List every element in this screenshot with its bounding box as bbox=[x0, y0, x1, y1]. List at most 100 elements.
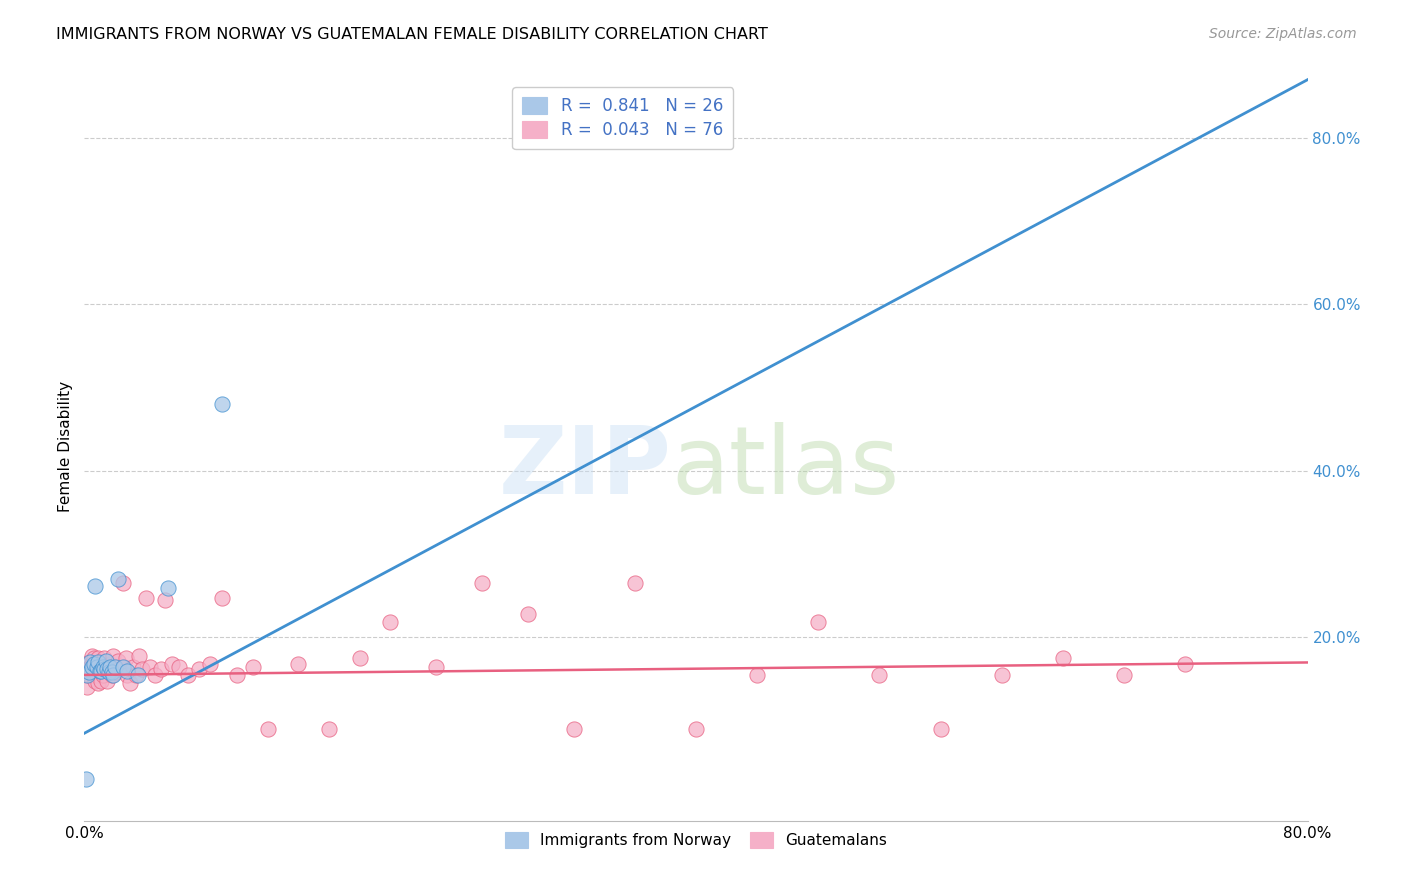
Point bbox=[84, 673, 107, 688]
Point bbox=[991, 668, 1014, 682]
Point bbox=[122, 659, 145, 673]
Point bbox=[747, 668, 769, 682]
Point bbox=[93, 651, 115, 665]
Point bbox=[128, 648, 150, 663]
Point bbox=[149, 662, 172, 676]
Point bbox=[103, 668, 125, 682]
Point bbox=[87, 656, 110, 670]
Point bbox=[1114, 668, 1136, 682]
Point bbox=[425, 659, 447, 673]
Point bbox=[83, 668, 105, 682]
Point bbox=[93, 662, 115, 676]
Point bbox=[177, 668, 200, 682]
Point bbox=[929, 722, 952, 736]
Point bbox=[87, 676, 110, 690]
Point bbox=[104, 659, 127, 673]
Point bbox=[91, 659, 114, 673]
Point bbox=[90, 673, 112, 688]
Point bbox=[380, 615, 402, 630]
Point bbox=[96, 662, 118, 676]
Point bbox=[97, 665, 120, 680]
Point bbox=[104, 659, 127, 673]
Point bbox=[77, 668, 100, 682]
Point bbox=[1174, 657, 1197, 672]
Point bbox=[318, 722, 340, 736]
Point bbox=[83, 651, 105, 665]
Point bbox=[115, 664, 138, 678]
Point bbox=[111, 576, 134, 591]
Point bbox=[107, 572, 129, 586]
Point bbox=[103, 648, 125, 663]
Point bbox=[84, 579, 107, 593]
Point bbox=[84, 662, 107, 676]
Point bbox=[112, 659, 135, 673]
Point bbox=[97, 662, 120, 676]
Point bbox=[90, 664, 112, 678]
Point bbox=[98, 659, 121, 673]
Point bbox=[80, 665, 103, 680]
Point bbox=[111, 659, 134, 673]
Point bbox=[471, 576, 494, 591]
Point bbox=[188, 662, 211, 676]
Point bbox=[91, 668, 114, 682]
Point bbox=[869, 668, 891, 682]
Text: ZIP: ZIP bbox=[499, 423, 672, 515]
Point bbox=[257, 722, 280, 736]
Point bbox=[157, 581, 180, 595]
Point bbox=[96, 673, 118, 688]
Point bbox=[80, 659, 103, 673]
Point bbox=[105, 665, 128, 680]
Point bbox=[75, 772, 97, 786]
Point bbox=[198, 657, 221, 672]
Point bbox=[211, 397, 233, 411]
Legend: Immigrants from Norway, Guatemalans: Immigrants from Norway, Guatemalans bbox=[499, 826, 893, 855]
Point bbox=[685, 722, 707, 736]
Point bbox=[349, 651, 371, 665]
Point bbox=[101, 665, 124, 680]
Point bbox=[79, 659, 101, 673]
Point bbox=[807, 615, 830, 630]
Point bbox=[94, 654, 117, 668]
Point bbox=[127, 668, 149, 682]
Point bbox=[287, 657, 309, 672]
Point bbox=[96, 659, 118, 673]
Point bbox=[242, 659, 264, 673]
Point bbox=[86, 657, 108, 672]
Point bbox=[115, 668, 138, 682]
Point bbox=[624, 576, 647, 591]
Point bbox=[76, 668, 98, 682]
Point bbox=[89, 665, 111, 680]
Point bbox=[125, 668, 148, 682]
Point bbox=[83, 657, 105, 672]
Point bbox=[80, 657, 103, 672]
Point bbox=[114, 651, 136, 665]
Point bbox=[101, 668, 124, 682]
Point bbox=[120, 676, 142, 690]
Point bbox=[89, 659, 111, 673]
Point bbox=[79, 656, 101, 670]
Point bbox=[94, 662, 117, 676]
Point bbox=[86, 659, 108, 673]
Point bbox=[77, 665, 100, 680]
Point bbox=[135, 591, 157, 605]
Text: Source: ZipAtlas.com: Source: ZipAtlas.com bbox=[1209, 27, 1357, 41]
Point bbox=[87, 651, 110, 665]
Point bbox=[89, 664, 111, 678]
Point bbox=[562, 722, 585, 736]
Text: IMMIGRANTS FROM NORWAY VS GUATEMALAN FEMALE DISABILITY CORRELATION CHART: IMMIGRANTS FROM NORWAY VS GUATEMALAN FEM… bbox=[56, 27, 768, 42]
Point bbox=[75, 668, 97, 682]
Point bbox=[131, 662, 153, 676]
Point bbox=[76, 681, 98, 695]
Point bbox=[90, 662, 112, 676]
Point bbox=[108, 662, 131, 676]
Point bbox=[77, 656, 100, 670]
Point bbox=[76, 662, 98, 676]
Text: atlas: atlas bbox=[672, 423, 900, 515]
Point bbox=[80, 648, 103, 663]
Y-axis label: Female Disability: Female Disability bbox=[58, 380, 73, 512]
Point bbox=[86, 668, 108, 682]
Point bbox=[98, 657, 121, 672]
Point bbox=[1052, 651, 1074, 665]
Point bbox=[143, 668, 166, 682]
Point bbox=[155, 593, 177, 607]
